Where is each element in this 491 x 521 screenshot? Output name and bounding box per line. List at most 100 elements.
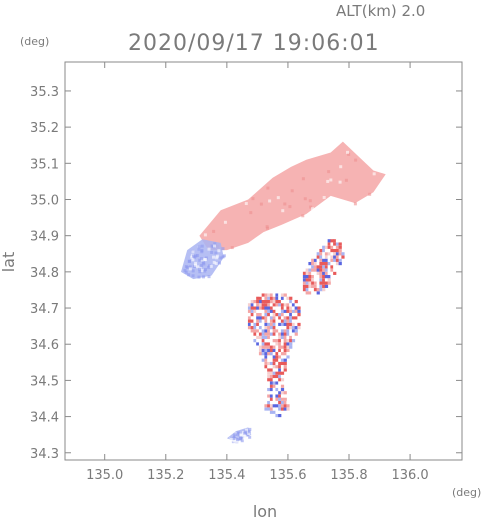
echo-cell (267, 342, 271, 346)
echo-cell (291, 326, 296, 330)
echo-cell (286, 400, 290, 405)
echo-cell (275, 391, 279, 395)
echo-cell (333, 252, 337, 256)
echo-cell (272, 371, 276, 375)
echo-cell (283, 368, 287, 372)
echo-speckle (244, 202, 248, 206)
echo-cell (335, 242, 340, 246)
echo-cell (269, 348, 274, 353)
echo-cell (269, 332, 274, 336)
echo-cell (272, 329, 276, 333)
echo-cell (269, 394, 274, 398)
echo-cell (324, 258, 329, 262)
echo-cell (286, 312, 290, 317)
echo-cell (286, 306, 290, 310)
echo-cell (278, 348, 282, 353)
echo-cell (327, 248, 331, 253)
echo-cell (267, 365, 271, 369)
y-tick-label: 35.3 (30, 85, 59, 100)
echo-cell (267, 371, 271, 375)
echo-cell (280, 306, 285, 310)
echo-speckle (188, 267, 192, 271)
echo-region (226, 427, 252, 444)
echo-cell (258, 339, 263, 343)
echo-cell (278, 413, 282, 418)
echo-speckle (215, 256, 219, 260)
echo-speckle (211, 255, 215, 259)
echo-cell (272, 381, 276, 385)
echo-cell (278, 368, 282, 372)
echo-speckle (198, 267, 202, 271)
echo-cell (278, 361, 282, 366)
echo-cell (280, 394, 285, 398)
echo-cell (267, 374, 271, 379)
echo-cell (253, 339, 257, 343)
echo-cell (256, 322, 260, 326)
echo-cell (272, 413, 276, 418)
echo-cell (327, 278, 331, 282)
echo-cell (258, 322, 263, 326)
echo-cell (275, 312, 279, 317)
echo-cell (305, 284, 309, 288)
altitude-label: ALT(km) 2.0 (336, 2, 425, 20)
echo-cell (305, 281, 309, 285)
echo-speckle (204, 256, 208, 260)
y-axis: 34.3 34.4 34.5 34.6 34.7 34.8 34.9 35.0 35.1 35.2… (30, 85, 462, 462)
echo-cell (258, 303, 263, 307)
echo-cell (302, 288, 307, 292)
echo-cell (305, 291, 309, 295)
echo-cell (283, 309, 287, 313)
echo-cell (275, 368, 279, 372)
echo-cell (278, 332, 282, 336)
echo-cell (316, 255, 320, 259)
echo-cell (258, 306, 263, 310)
echo-cell (267, 361, 271, 366)
echo-cell (272, 322, 276, 326)
echo-cell (311, 271, 315, 275)
echo-cell (291, 329, 296, 333)
echo-speckle (185, 266, 189, 270)
echo-cell (275, 342, 279, 346)
echo-cell (327, 268, 331, 272)
echo-cell (278, 319, 282, 323)
echo-cell (278, 316, 282, 320)
echo-cell (272, 332, 276, 336)
echo-cell (253, 316, 257, 320)
echo-cell (267, 339, 271, 343)
echo-cell (294, 322, 298, 326)
echo-cell (324, 284, 329, 288)
echo-cell (308, 284, 312, 288)
echo-cell (335, 239, 340, 243)
echo-cell (278, 303, 282, 307)
echo-cell (272, 404, 276, 408)
echo-cell (283, 397, 287, 401)
echo-cell (272, 293, 276, 297)
echo-cell (286, 407, 290, 411)
x-tick-label: 135.6 (269, 468, 306, 483)
echo-cell (267, 335, 271, 339)
echo-cell (278, 355, 282, 359)
echo-cell (264, 322, 268, 326)
echo-cell (280, 293, 285, 297)
echo-cell (258, 293, 263, 297)
echo-cell (341, 252, 345, 256)
echo-cell (324, 261, 329, 266)
y-tick-label: 35.1 (30, 157, 59, 172)
echo-cell (286, 309, 290, 313)
echo-cell (308, 268, 312, 272)
echo-cell (335, 248, 340, 253)
echo-speckle (276, 196, 280, 200)
echo-cell (338, 252, 342, 256)
echo-speckle (353, 202, 357, 206)
echo-cell (286, 303, 290, 307)
echo-cell (316, 281, 320, 285)
echo-cell (272, 306, 276, 310)
echo-cell (264, 342, 268, 346)
echo-speckle (232, 437, 236, 441)
echo-cell (272, 400, 276, 405)
echo-cell (278, 381, 282, 385)
echo-cell (256, 339, 260, 343)
echo-cell (256, 345, 260, 349)
echo-speckle (191, 269, 195, 273)
echo-cell (280, 352, 285, 356)
